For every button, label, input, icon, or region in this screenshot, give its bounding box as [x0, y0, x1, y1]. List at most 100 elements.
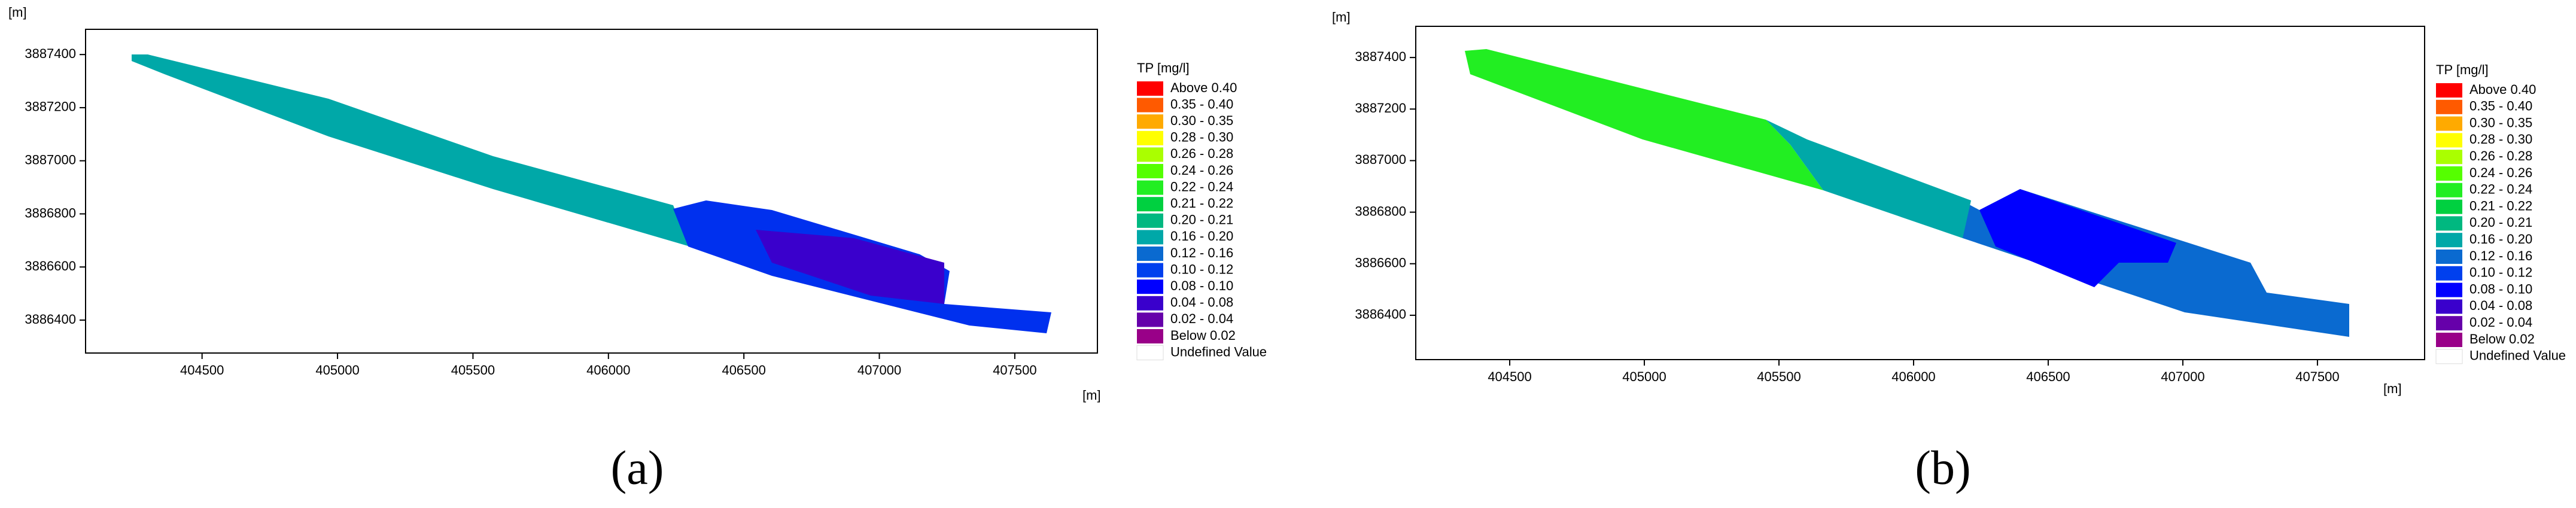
- axis-box: [1415, 26, 2425, 360]
- region: [132, 54, 690, 247]
- legend-swatch: [1137, 147, 1163, 162]
- legend-swatch: [2436, 233, 2462, 248]
- legend-swatch: [2436, 116, 2462, 131]
- legend-swatch: [1137, 312, 1163, 327]
- y-tick-label: 3886800: [25, 205, 76, 220]
- x-tick-label: 405500: [1757, 369, 1801, 384]
- x-tick-label: 406500: [722, 363, 765, 378]
- legend-label: Above 0.40: [1170, 80, 1237, 95]
- legend-title: TP [mg/l]: [2436, 62, 2489, 77]
- caption: (b): [1915, 442, 1970, 494]
- x-tick-label: 407500: [2295, 369, 2339, 384]
- y-tick-label: 3886400: [1355, 307, 1406, 322]
- x-tick-label: 405500: [451, 363, 495, 378]
- legend-swatch: [1137, 180, 1163, 195]
- y-axis-label: [m]: [8, 5, 27, 20]
- legend-label: 0.20 - 0.21: [2469, 215, 2532, 230]
- legend-label: Undefined Value: [1170, 344, 1267, 359]
- caption: (a): [611, 442, 664, 494]
- legend-swatch: [1137, 296, 1163, 311]
- legend-title: TP [mg/l]: [1137, 60, 1190, 75]
- legend-label: 0.30 - 0.35: [2469, 115, 2532, 130]
- x-axis-label: [m]: [1082, 388, 1101, 403]
- y-tick-label: 3886600: [25, 258, 76, 273]
- legend-label: 0.16 - 0.20: [2469, 232, 2532, 247]
- y-tick-label: 3887000: [1355, 152, 1406, 167]
- legend-label: 0.35 - 0.40: [2469, 99, 2532, 114]
- map-shapes-b: [1465, 49, 2349, 337]
- legend-label: 0.24 - 0.26: [2469, 165, 2532, 180]
- legend-label: 0.20 - 0.21: [1170, 212, 1233, 227]
- legend-swatch: [2436, 99, 2462, 114]
- legend-swatch: [2436, 199, 2462, 214]
- region: [756, 230, 944, 304]
- legend-swatch: [2436, 250, 2462, 264]
- legend-swatch: [2436, 299, 2462, 314]
- legend-label: 0.02 - 0.04: [1170, 311, 1233, 326]
- y-tick-label: 3887000: [25, 152, 76, 167]
- y-tick-label: 3886600: [1355, 255, 1406, 270]
- legend-swatch: [1137, 130, 1163, 145]
- legend-label: 0.02 - 0.04: [2469, 315, 2532, 330]
- legend-label: 0.21 - 0.22: [2469, 198, 2532, 213]
- legend-label: 0.12 - 0.16: [2469, 248, 2532, 263]
- y-tick-label: 3887200: [25, 99, 76, 114]
- legend-swatch: [2436, 133, 2462, 148]
- x-tick-label: 405000: [315, 363, 359, 378]
- legend-label: 0.22 - 0.24: [2469, 182, 2532, 197]
- legend-label: 0.30 - 0.35: [1170, 113, 1233, 128]
- x-tick-label: 407000: [857, 363, 901, 378]
- legend-swatch: [1137, 263, 1163, 278]
- legend-swatch: [1137, 329, 1163, 343]
- legend-swatch: [1137, 279, 1163, 294]
- legend-label: 0.22 - 0.24: [1170, 179, 1233, 194]
- legend-label: 0.35 - 0.40: [1170, 96, 1233, 111]
- legend-swatch: [1137, 230, 1163, 245]
- legend-label: 0.21 - 0.22: [1170, 196, 1233, 211]
- legend-swatch: [1136, 345, 1164, 361]
- legend-label: Below 0.02: [1170, 328, 1236, 343]
- legend-swatch: [2436, 166, 2462, 181]
- legend-swatch: [1137, 114, 1163, 129]
- legend-swatch: [2435, 349, 2463, 364]
- legend-label: 0.04 - 0.08: [2469, 298, 2532, 313]
- legend-label: 0.26 - 0.28: [1170, 146, 1233, 161]
- y-tick-label: 3887400: [25, 46, 76, 61]
- y-tick-label: 3887400: [1355, 49, 1406, 64]
- legend-label: 0.28 - 0.30: [2469, 132, 2532, 147]
- y-tick-label: 3887200: [1355, 101, 1406, 115]
- x-tick-label: 407500: [993, 363, 1036, 378]
- x-tick-label: 406000: [586, 363, 630, 378]
- legend-label: Above 0.40: [2469, 82, 2536, 97]
- legend-swatch: [2436, 150, 2462, 165]
- legend-label: 0.10 - 0.12: [2469, 265, 2532, 280]
- legend-swatch: [1137, 247, 1163, 261]
- legend-label: 0.10 - 0.12: [1170, 261, 1233, 276]
- legend-label: 0.08 - 0.10: [1170, 278, 1233, 293]
- region: [1979, 189, 2176, 287]
- y-axis-label: [m]: [1332, 10, 1351, 25]
- x-tick-label: 404500: [1488, 369, 1531, 384]
- map-shapes-a: [132, 54, 1051, 333]
- legend-swatch: [1137, 164, 1163, 178]
- x-tick-label: 407000: [2161, 369, 2204, 384]
- legend-swatch: [2436, 266, 2462, 281]
- legend-swatch: [2436, 83, 2462, 98]
- legend-swatch: [1137, 81, 1163, 96]
- legend-label: 0.28 - 0.30: [1170, 130, 1233, 145]
- axis-box: [85, 29, 1098, 354]
- x-axis-label: [m]: [2383, 381, 2402, 396]
- legend-label: 0.04 - 0.08: [1170, 295, 1233, 310]
- legend-swatch: [2436, 182, 2462, 197]
- legend-label: Below 0.02: [2469, 331, 2535, 346]
- region: [1465, 49, 1823, 190]
- y-tick-label: 3886800: [1355, 203, 1406, 218]
- legend-swatch: [2436, 216, 2462, 231]
- x-tick-label: 406500: [2026, 369, 2070, 384]
- legend-label: 0.24 - 0.26: [1170, 163, 1233, 178]
- x-tick-label: 406000: [1891, 369, 1935, 384]
- legend-swatch: [2436, 282, 2462, 297]
- legend-swatch: [1137, 98, 1163, 112]
- legend-swatch: [2436, 333, 2462, 347]
